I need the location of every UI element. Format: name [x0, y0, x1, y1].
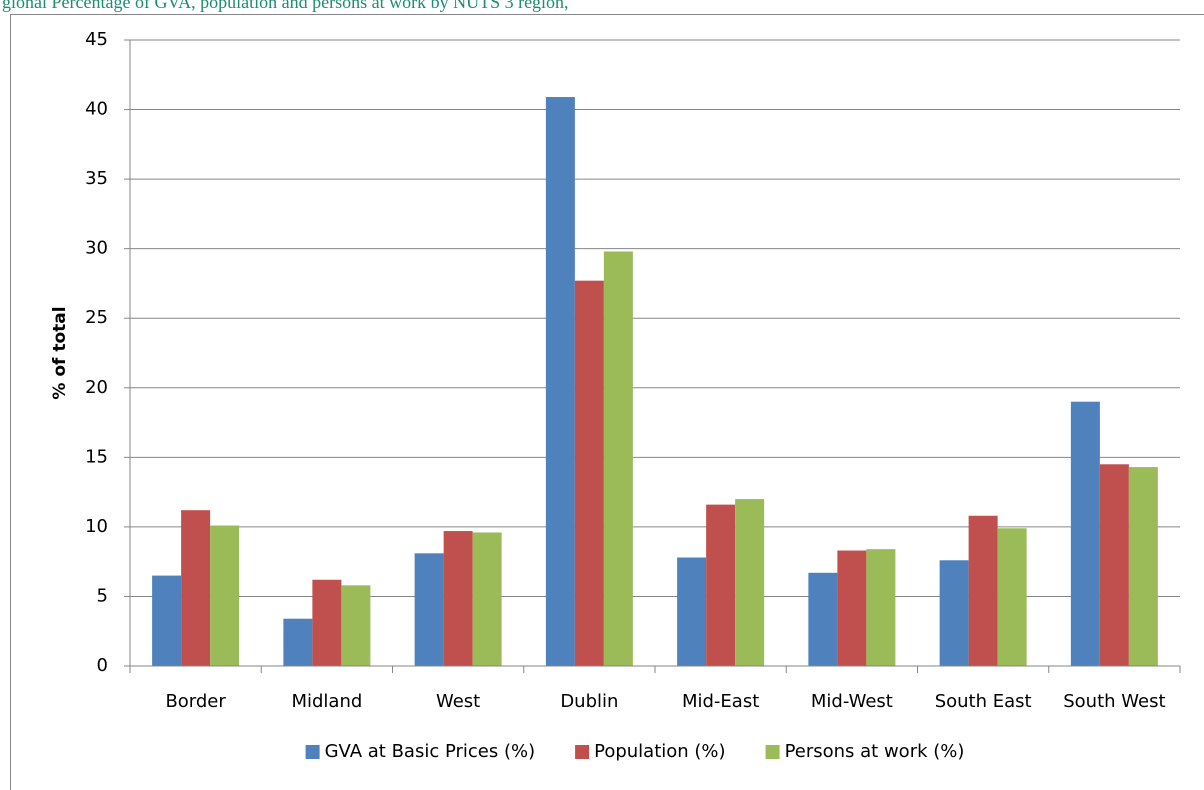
- bar: [283, 618, 313, 666]
- x-tick-label: South West: [1063, 691, 1165, 712]
- bar: [706, 504, 736, 666]
- bar: [866, 549, 896, 666]
- legend-label: Persons at work (%): [785, 741, 965, 762]
- bar: [414, 553, 444, 666]
- bar: [968, 515, 998, 666]
- y-tick-label: 45: [85, 29, 108, 50]
- bar: [997, 528, 1027, 666]
- y-tick-label: 30: [85, 238, 108, 259]
- y-tick-label: 25: [85, 307, 108, 328]
- bar: [312, 579, 342, 666]
- bar: [341, 585, 371, 666]
- bar: [837, 550, 867, 666]
- bar: [472, 532, 502, 666]
- bar: [1128, 467, 1158, 666]
- y-tick-label: 5: [97, 585, 108, 606]
- bar: [1099, 464, 1129, 666]
- legend-swatch: [305, 745, 320, 759]
- bar: [574, 280, 604, 666]
- bar: [939, 560, 969, 666]
- x-tick-label: Mid-West: [811, 691, 893, 712]
- bar: [443, 531, 473, 666]
- y-tick-label: 10: [85, 516, 108, 537]
- bar: [152, 575, 182, 666]
- y-tick-label: 40: [85, 99, 108, 120]
- y-tick-label: 15: [85, 446, 108, 467]
- x-tick-label: West: [436, 691, 480, 712]
- x-tick-label: Midland: [291, 691, 362, 712]
- bar: [1070, 401, 1100, 666]
- x-tick-label: Border: [165, 691, 226, 712]
- y-axis-label: % of total: [50, 306, 70, 399]
- y-tick-label: 20: [85, 377, 108, 398]
- legend-label: Population (%): [594, 741, 725, 762]
- y-tick-label: 35: [85, 168, 108, 189]
- bar: [677, 557, 707, 666]
- x-tick-label: Mid-East: [682, 691, 759, 712]
- bar: [210, 525, 240, 666]
- bar: [181, 510, 211, 666]
- legend-swatch: [575, 745, 590, 759]
- bar: [603, 251, 633, 666]
- chart-title: gional Percentage of GVA, population and…: [2, 0, 569, 12]
- x-tick-label: Dublin: [560, 691, 618, 712]
- bar: [735, 499, 765, 666]
- legend-label: GVA at Basic Prices (%): [325, 741, 536, 762]
- chart-frame: [10, 14, 1204, 790]
- legend-swatch: [765, 745, 780, 759]
- bar: [545, 97, 575, 667]
- x-tick-label: South East: [935, 691, 1032, 712]
- y-tick-label: 0: [97, 655, 108, 676]
- bar: [808, 572, 838, 666]
